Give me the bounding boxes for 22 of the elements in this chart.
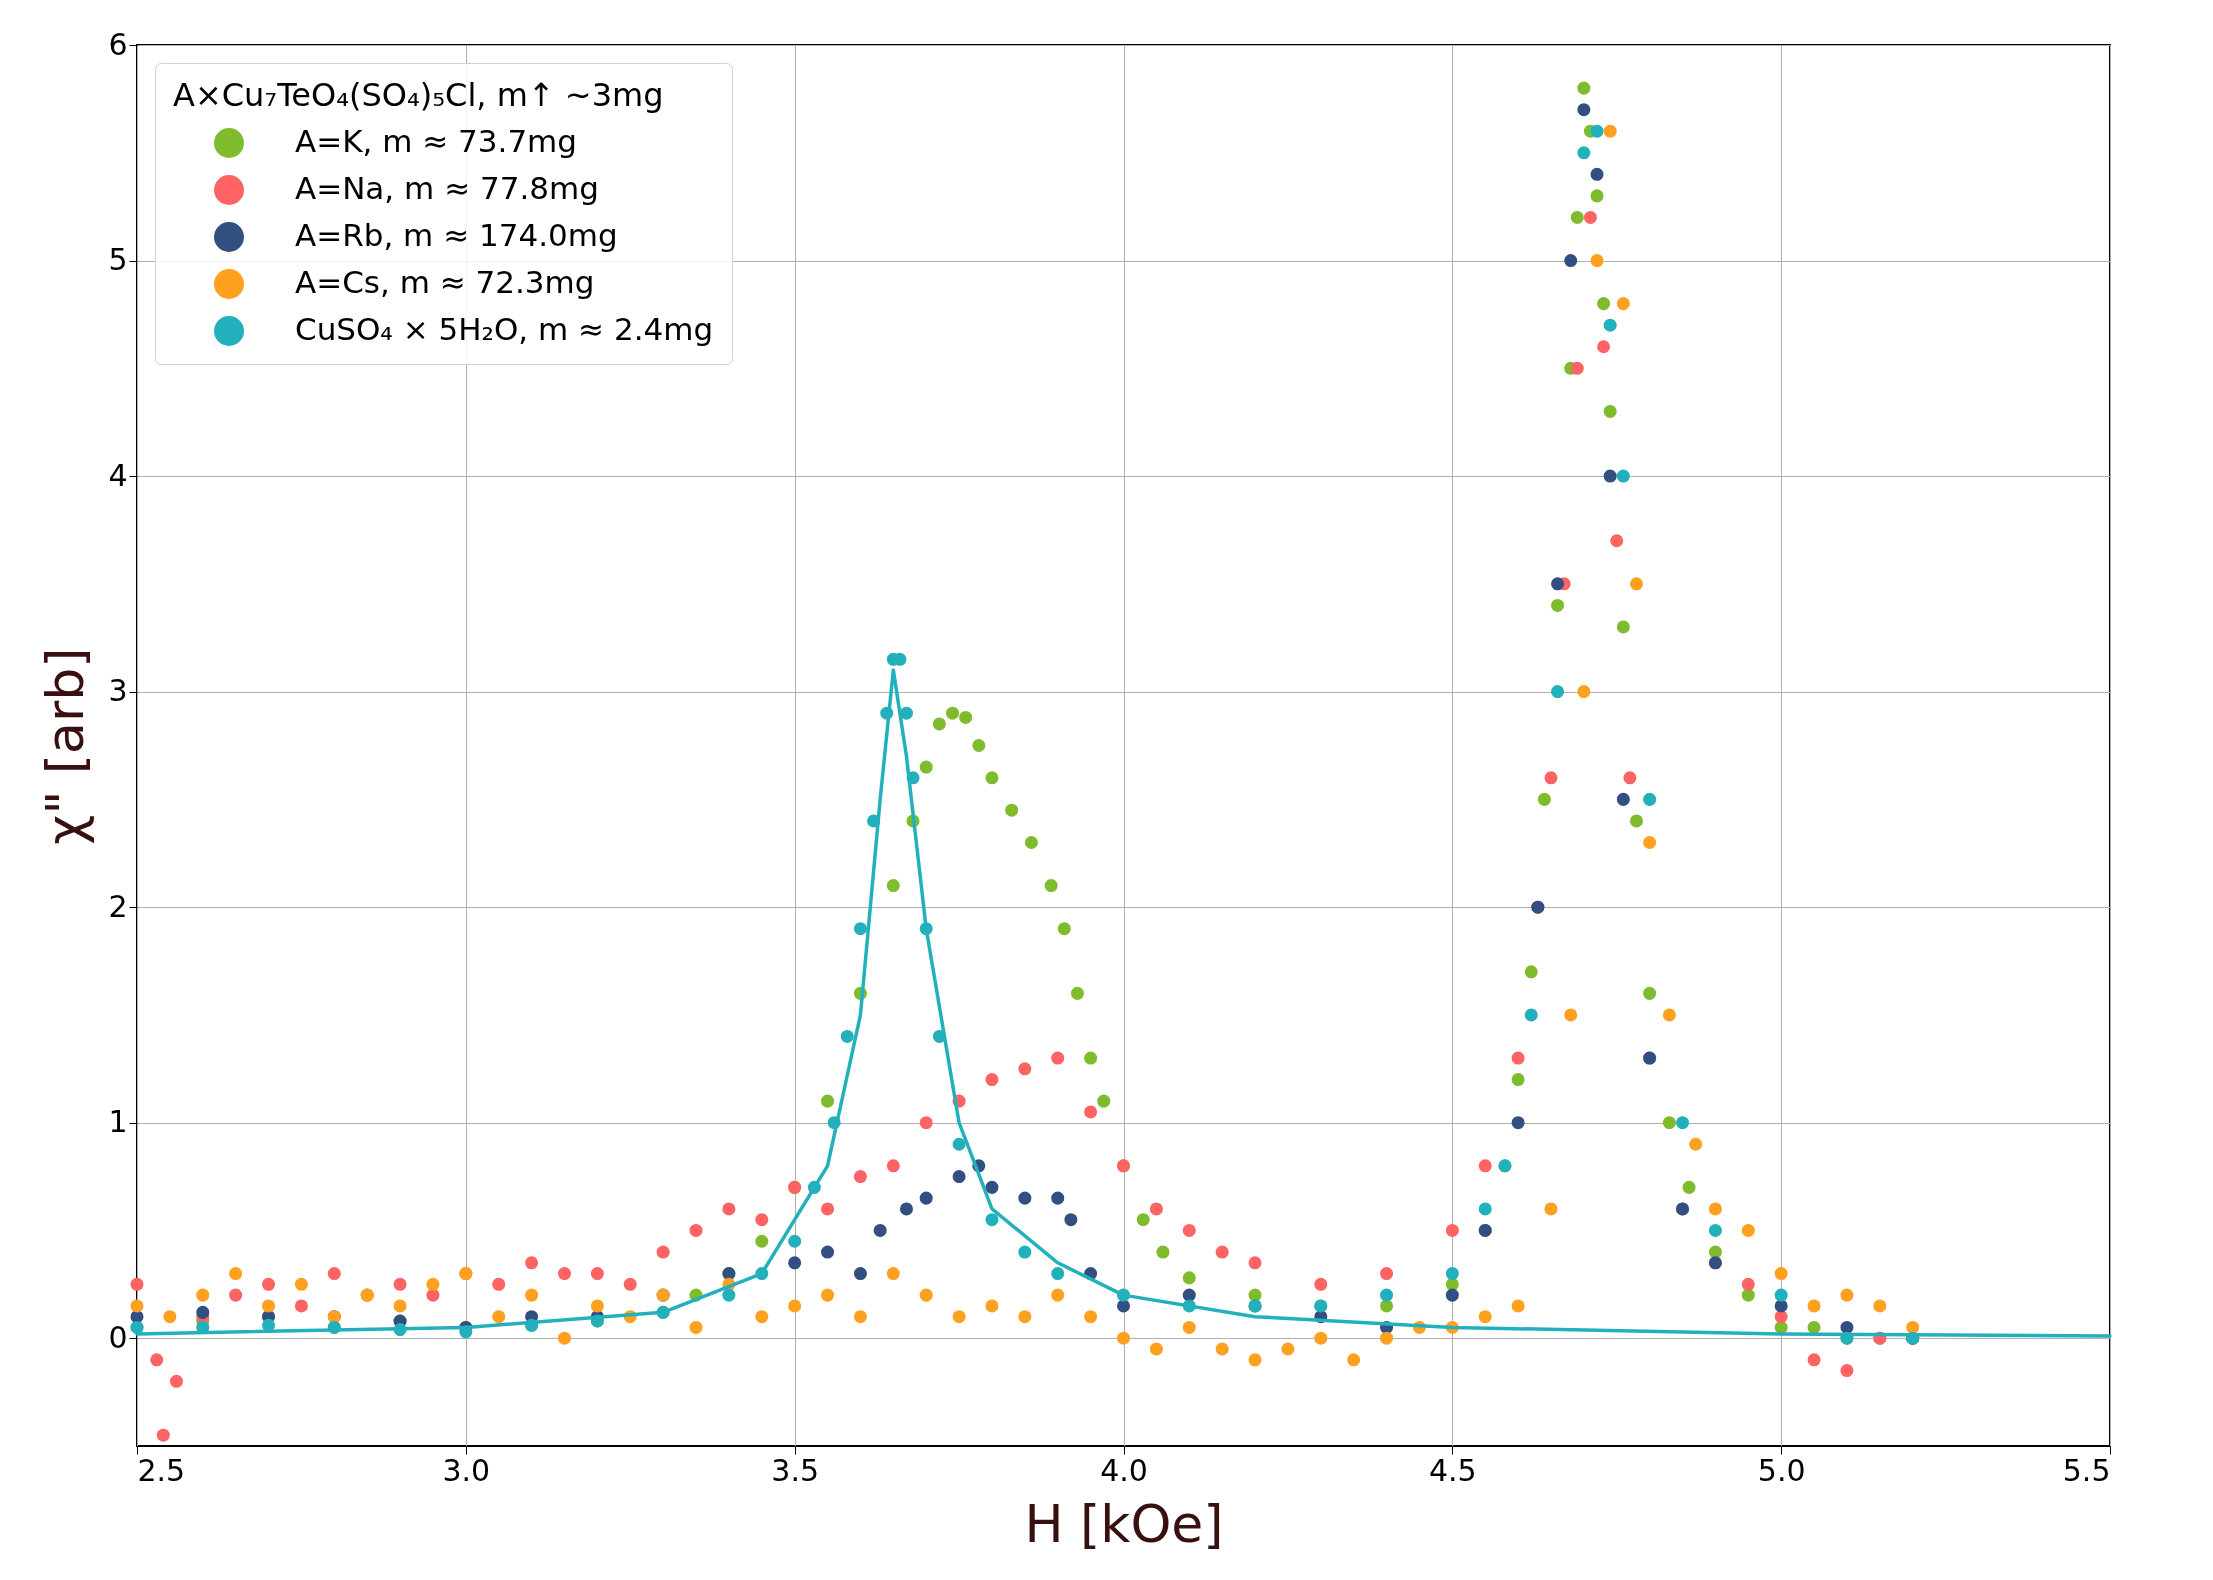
y-axis-title: χ" [arb] <box>35 647 96 845</box>
x-tick-label: 5.5 <box>2062 1452 2111 1488</box>
x-tick-label: 5.0 <box>1757 1452 1806 1488</box>
legend-label: A=Rb, m ≈ 174.0mg <box>295 217 618 253</box>
y-tick-label: 5 <box>108 242 128 278</box>
x-axis-title: H [kOe] <box>1024 1493 1224 1554</box>
x-tick-label: 4.0 <box>1100 1452 1148 1488</box>
y-tick-label: 2 <box>108 888 128 924</box>
y-tick-label: 1 <box>108 1104 128 1140</box>
x-tick-label: 4.5 <box>1428 1452 1477 1488</box>
x-tick-label: 3.0 <box>442 1452 491 1488</box>
y-tick-label: 0 <box>108 1319 128 1355</box>
x-tick-label: 2.5 <box>137 1452 186 1488</box>
x-tick-label: 3.5 <box>771 1452 820 1488</box>
legend-label: A=Cs, m ≈ 72.3mg <box>295 264 595 300</box>
legend-label: A=Na, m ≈ 77.8mg <box>295 170 599 206</box>
legend-title: A×Cu₇TeO₄(SO₄)₅Cl, m↑ ~3mg <box>173 76 664 114</box>
legend-label: A=K, m ≈ 73.7mg <box>295 123 577 159</box>
y-tick-label: 4 <box>108 457 128 493</box>
y-tick-label: 6 <box>108 26 128 62</box>
legend-label: CuSO₄ × 5H₂O, m ≈ 2.4mg <box>295 311 714 347</box>
y-tick-label: 3 <box>108 673 128 709</box>
